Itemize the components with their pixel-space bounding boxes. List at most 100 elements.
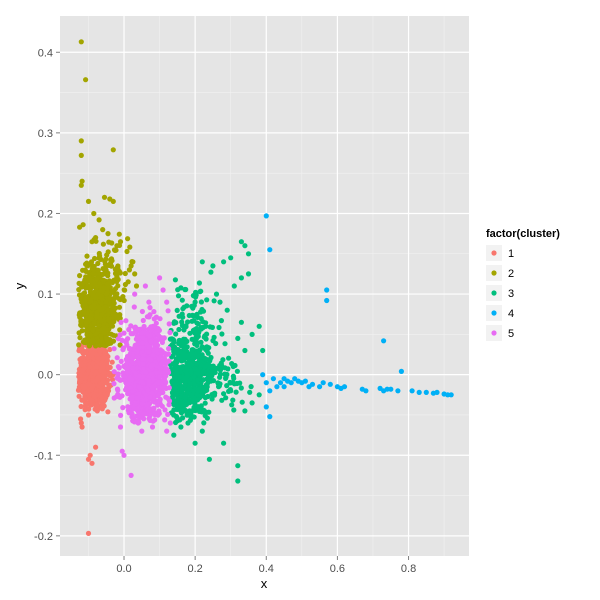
data-point [324, 287, 330, 293]
data-point [128, 263, 134, 269]
data-point [164, 359, 170, 365]
data-point [104, 281, 110, 287]
data-point [136, 373, 143, 379]
data-point [223, 395, 229, 401]
data-point [105, 409, 111, 415]
data-point [89, 385, 95, 391]
data-point [198, 339, 204, 345]
data-point [147, 333, 153, 339]
data-point [100, 277, 106, 283]
data-point [181, 353, 187, 359]
data-point [146, 299, 152, 305]
data-point [219, 397, 225, 403]
data-point [216, 324, 222, 331]
data-point [139, 428, 145, 434]
legend: factor(cluster) 1 2 3 4 5 [486, 228, 560, 341]
data-point [156, 327, 162, 333]
data-point [78, 138, 84, 144]
data-point [116, 365, 122, 371]
data-point [128, 396, 135, 402]
data-point [130, 365, 136, 371]
data-point [82, 396, 88, 402]
data-point [320, 380, 326, 386]
data-point [207, 324, 213, 330]
data-point [206, 362, 212, 368]
data-point [161, 335, 167, 341]
data-point [105, 273, 111, 279]
data-point [172, 344, 178, 351]
legend-label: 4 [508, 308, 514, 320]
data-point [78, 182, 84, 188]
data-point [233, 389, 239, 395]
data-point [78, 152, 84, 158]
data-point [192, 440, 198, 446]
data-point [416, 389, 422, 395]
data-point [96, 250, 102, 257]
data-point [198, 299, 204, 305]
data-point [151, 309, 157, 315]
data-point [135, 327, 142, 333]
data-point [166, 402, 172, 408]
data-point [173, 320, 179, 326]
data-point [83, 400, 89, 406]
data-point [210, 263, 216, 269]
data-point [85, 530, 92, 537]
data-point [78, 323, 85, 329]
series-3 [167, 239, 266, 484]
data-point [119, 337, 125, 343]
y-tick-label: -0.1 [34, 450, 53, 462]
data-point [187, 330, 193, 336]
data-point [95, 260, 101, 267]
data-point [125, 279, 131, 285]
data-point [76, 330, 82, 336]
data-point [88, 297, 94, 303]
data-point [114, 243, 120, 249]
data-point [77, 273, 83, 279]
data-point [125, 236, 131, 242]
data-point [194, 360, 200, 366]
data-point [180, 306, 186, 312]
data-point [197, 289, 203, 295]
data-point [94, 311, 100, 317]
data-point [234, 368, 240, 374]
data-point [92, 282, 98, 288]
y-tick-label: 0.3 [38, 128, 53, 140]
data-point [121, 297, 127, 304]
data-point [198, 309, 204, 315]
data-point [88, 304, 94, 310]
data-point [106, 239, 112, 245]
data-point [230, 373, 236, 379]
data-point [112, 286, 119, 292]
legend-entry-1: 1 [486, 245, 514, 261]
data-point [157, 347, 164, 353]
data-point [109, 323, 116, 329]
data-point [155, 342, 161, 348]
data-point [199, 259, 205, 265]
data-point [78, 319, 84, 325]
data-point [208, 368, 214, 374]
data-point [91, 210, 97, 217]
data-point [227, 379, 233, 385]
data-point [172, 375, 178, 381]
data-point [147, 394, 153, 400]
data-point [89, 397, 95, 403]
data-point [81, 349, 87, 355]
data-point [110, 198, 116, 204]
data-point [220, 357, 226, 363]
data-point [109, 377, 116, 383]
data-point [105, 262, 111, 268]
data-point [189, 392, 195, 399]
data-point [132, 271, 138, 277]
data-point [226, 355, 232, 361]
data-point [156, 391, 162, 397]
data-point [93, 444, 99, 450]
data-point [204, 384, 210, 390]
data-point [184, 400, 190, 407]
data-point [110, 332, 117, 338]
data-point [136, 345, 142, 351]
data-point [198, 326, 204, 332]
data-point [172, 362, 178, 369]
data-point [120, 370, 126, 376]
data-point [229, 361, 235, 367]
data-point [202, 400, 208, 406]
